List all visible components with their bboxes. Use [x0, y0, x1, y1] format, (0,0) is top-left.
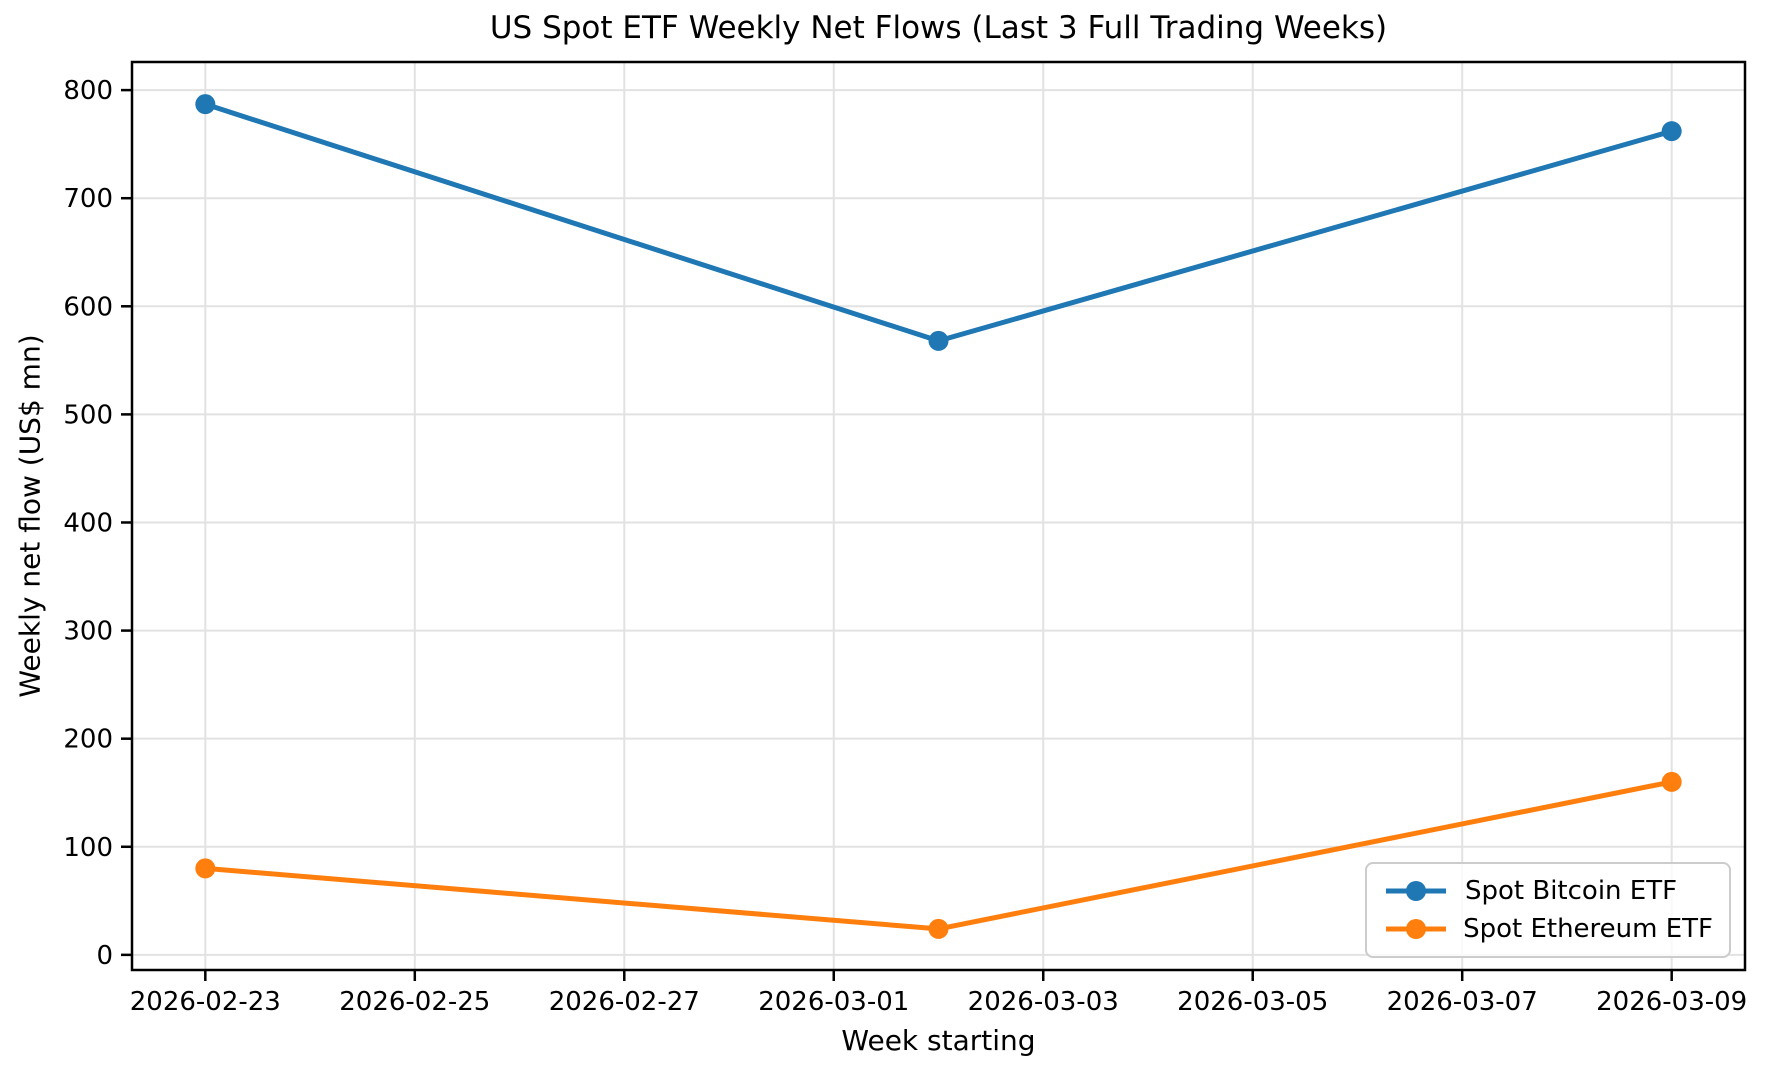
data-point-marker-spot-bitcoin-etf — [928, 330, 949, 351]
y-tick-label: 600 — [63, 292, 113, 322]
y-tick-label: 200 — [63, 725, 113, 755]
data-point-marker-spot-ethereum-etf — [195, 858, 216, 879]
bitcoin-line-marker-icon — [1386, 881, 1446, 901]
y-tick-label: 0 — [96, 941, 113, 971]
y-tick-label: 300 — [63, 617, 113, 647]
y-tick-label: 500 — [63, 400, 113, 430]
legend: Spot Bitcoin ETF Spot Ethereum ETF — [1365, 862, 1731, 958]
legend-label-spot-bitcoin-etf: Spot Bitcoin ETF — [1465, 876, 1678, 906]
data-point-marker-spot-bitcoin-etf — [1661, 121, 1682, 142]
x-axis-label: Week starting — [841, 1024, 1036, 1057]
x-tick-label: 2026-03-01 — [758, 987, 909, 1017]
x-tick-label: 2026-03-05 — [1177, 987, 1328, 1017]
x-tick-label: 2026-03-03 — [968, 987, 1119, 1017]
x-tick-label: 2026-02-25 — [339, 987, 490, 1017]
data-point-marker-spot-ethereum-etf — [928, 918, 949, 939]
ethereum-line-marker-icon — [1386, 919, 1446, 939]
data-point-marker-spot-ethereum-etf — [1661, 771, 1682, 792]
x-tick-label: 2026-03-09 — [1596, 987, 1747, 1017]
legend-label-spot-ethereum-etf: Spot Ethereum ETF — [1463, 914, 1713, 944]
legend-item-spot-bitcoin-etf: Spot Bitcoin ETF — [1383, 876, 1713, 906]
chart-title: US Spot ETF Weekly Net Flows (Last 3 Ful… — [489, 10, 1388, 46]
legend-item-spot-ethereum-etf: Spot Ethereum ETF — [1383, 914, 1713, 944]
y-tick-label: 100 — [63, 833, 113, 863]
x-tick-label: 2026-02-27 — [549, 987, 700, 1017]
y-tick-label: 800 — [63, 76, 113, 106]
x-tick-label: 2026-03-07 — [1387, 987, 1538, 1017]
axes-border — [130, 60, 1747, 972]
data-point-marker-spot-bitcoin-etf — [195, 94, 216, 115]
y-tick-label: 700 — [63, 184, 113, 214]
x-tick-label: 2026-02-23 — [130, 987, 281, 1017]
y-tick-label: 400 — [63, 508, 113, 538]
